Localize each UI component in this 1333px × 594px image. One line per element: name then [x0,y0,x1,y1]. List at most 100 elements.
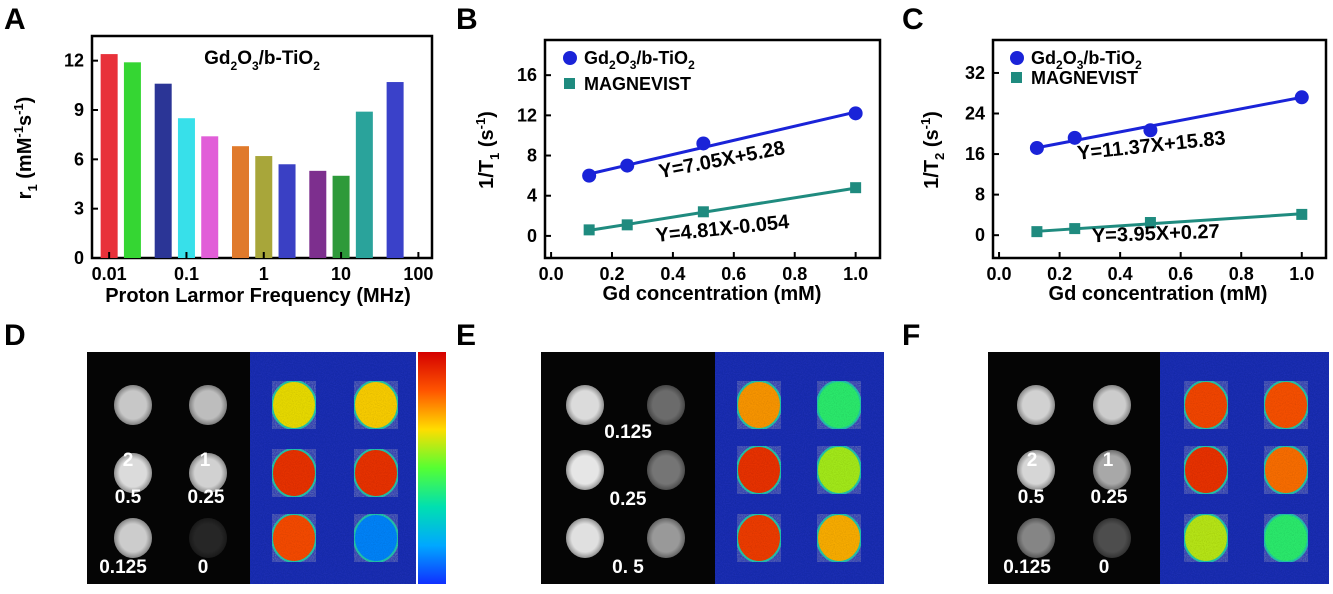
mri-f-color-phantom [1183,380,1229,430]
panel-letter-c: C [902,3,924,36]
mri-e-color-phantom [736,513,782,563]
mri-e-gray-phantom-shade [566,518,604,558]
mri-e-color-phantom [816,445,862,495]
mri-e-label-1: 0.125 [604,422,652,443]
chart-c-xtick-label: 0.0 [987,264,1012,284]
chart-c-legend-marker-2 [1011,72,1022,83]
chart-c-xtick-label: 1.0 [1289,264,1314,284]
mri-e-color-phantom [816,513,862,563]
mri-d-gray-phantom-shade [189,453,227,493]
chart-a-xtick-label: 1 [259,264,269,284]
chart-a-bar [332,175,350,258]
chart-b-xtick-label: 0.0 [539,264,564,284]
chart-b-series [582,106,863,236]
mri-e-color-phantom [816,380,862,430]
chart-b: 0 4 8 12 16 0.0 0.2 0.4 0.6 0.8 1.0 Gd2O3/b-TiO2 M… [473,38,882,305]
chart-b-ticks: 0 4 8 12 16 0.0 0.2 0.4 0.6 0.8 1.0 [517,65,868,284]
chart-a-bar [154,83,172,258]
chart-c-point-1 [1067,130,1082,145]
chart-c-point-1 [1143,123,1158,138]
mri-f-label-3: 0.5 [1018,487,1045,508]
mri-f-label-4: 0.25 [1091,487,1128,508]
chart-c-legend-label-1: Gd2O3/b-TiO2 [1031,48,1142,72]
chart-a-yticks: 0 3 6 9 12 [64,51,98,268]
chart-b-xlabel: Gd concentration (mM) [603,283,822,305]
mri-d-gray-phantom-shade [114,518,152,558]
mri-e-color-phantom [736,445,782,495]
chart-b-xtick-label: 1.0 [843,264,868,284]
mri-f-color-phantom [1263,513,1309,563]
chart-c-ytick-label: 16 [965,144,985,164]
chart-a-bar [386,82,404,259]
chart-b-legend-label-2: MAGNEVIST [584,74,691,94]
chart-a-bar [201,136,219,258]
chart-b-ytick-label: 4 [527,186,537,206]
chart-c-xtick-label: 0.8 [1229,264,1254,284]
mri-d-label-6: 0 [198,557,209,578]
chart-c-series [1029,90,1309,238]
chart-b-ytick-label: 0 [527,226,537,246]
chart-a-bar [309,170,327,258]
mri-d-color-phantom [271,380,317,430]
chart-a-ytick-label: 0 [74,248,84,268]
mri-d-gray-phantom-shade [114,453,152,493]
chart-a-title: Gd2O3/b-TiO2 [204,48,320,73]
chart-b-ytick-label: 8 [527,146,537,166]
mri-e-label-3: 0. 5 [612,557,644,578]
mri-d-gray-phantom-shade [189,385,227,425]
chart-a-xtick-label: 0.1 [174,264,199,284]
chart-c-ticks: 0 8 16 24 32 0.0 0.2 0.4 0.6 0.8 1.0 [965,63,1314,284]
chart-c-frame [991,38,1328,260]
chart-a-bar [278,164,296,258]
chart-b-point-1 [620,158,635,173]
chart-c-legend-label-2: MAGNEVIST [1031,68,1138,88]
mri-panel-f: 2 1 0.5 0.25 0.125 0 [988,352,1329,584]
chart-b-legend-marker-2 [564,78,575,89]
chart-c-point-2 [1144,217,1156,229]
chart-c-legend-marker-1 [1010,51,1024,65]
chart-a-bar [123,62,141,258]
mri-d-gray-phantom-shade [114,385,152,425]
chart-c-xtick-label: 0.2 [1047,264,1072,284]
mri-f-gray-phantom-shade [1017,385,1055,425]
chart-a-xtick-label: 100 [403,264,433,284]
chart-b-fit-line-2 [588,186,856,232]
chart-c-point-2 [1069,223,1081,235]
chart-a-bar [100,54,118,258]
chart-c-ytick-label: 32 [965,63,985,83]
chart-c-point-2 [1296,208,1308,220]
chart-c-xlabel: Gd concentration (mM) [1049,283,1268,305]
panel-letter-f: F [902,319,920,352]
chart-b-ylabel: 1/T1 (s-1) [473,111,502,189]
mri-d-gray-phantom-shade [189,518,227,558]
chart-b-xtick-label: 0.6 [721,264,746,284]
chart-a-ylabel: r1 (mM-1s-1) [11,97,40,200]
mri-panel-e: 0.125 0.25 0. 5 [541,352,884,584]
chart-b-xtick-label: 0.8 [782,264,807,284]
chart-b-ytick-label: 12 [517,105,537,125]
chart-a-ytick-label: 12 [64,51,84,71]
mri-f-grayscale-area [988,352,1160,584]
chart-a-bar [355,111,373,259]
chart-b-legend-marker-1 [563,51,577,65]
chart-b-point-2 [697,206,709,218]
mri-d-label-4: 0.25 [188,487,225,508]
mri-f-label-5: 0.125 [1003,557,1051,578]
chart-a-ytick-label: 6 [74,149,84,169]
mri-f-color-phantom [1183,513,1229,563]
mri-f-color-phantom [1263,380,1309,430]
mri-d-color-phantom [353,448,399,498]
chart-b-point-2 [850,182,862,194]
chart-a-xtick-label: 10 [331,264,351,284]
mri-panel-d: 2 1 0.5 0.25 0.125 0 [87,352,446,584]
chart-b-point-2 [621,219,633,231]
mri-d-label-5: 0.125 [99,557,147,578]
mri-d-phantoms [114,380,399,563]
chart-a-bar [231,146,249,258]
chart-c-point-1 [1029,140,1044,155]
mri-f-gray-phantom-shade [1017,518,1055,558]
chart-c-equation-2: Y=3.95X+0.27 [1092,221,1221,247]
mri-e-phantoms [566,380,862,563]
mri-f-gray-phantom-shade [1093,518,1131,558]
